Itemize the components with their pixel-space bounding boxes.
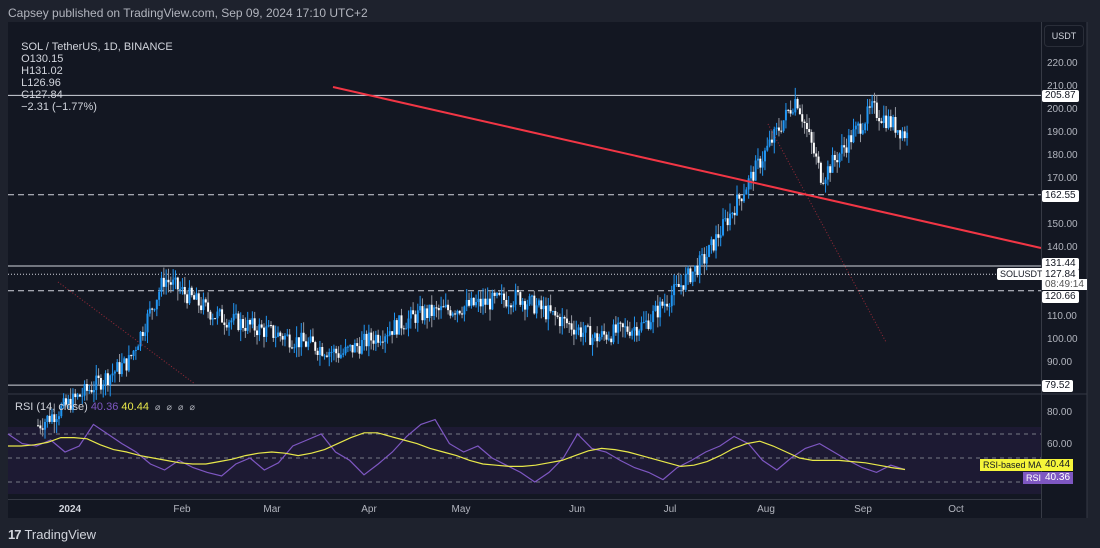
- rsi-ma-axis-value: 40.44: [1042, 459, 1074, 471]
- legend-high: H131.02: [21, 65, 63, 77]
- legend-symbol[interactable]: SOL / TetherUS, 1D, BINANCE: [21, 41, 173, 53]
- price-tick: 190.00: [1047, 127, 1078, 138]
- tradingview-logo-icon: 17: [8, 527, 22, 542]
- level-label-205: 205.87: [1042, 90, 1079, 102]
- publisher-caption: Capsey published on TradingView.com, Sep…: [8, 6, 368, 20]
- time-tick: Aug: [757, 504, 775, 515]
- symbol-tag: SOLUSDT: [997, 268, 1046, 280]
- time-tick: Jul: [663, 504, 677, 515]
- legend-change: −2.31 (−1.77%): [21, 101, 97, 113]
- rsi-legend-value: 40.36: [90, 401, 119, 413]
- rsi-legend: RSI (14, close) 40.36 40.44 ⌀ ⌀ ⌀ ⌀: [15, 401, 195, 413]
- time-tick: Jun: [568, 504, 586, 515]
- tradingview-footer: 17 TradingView: [8, 527, 96, 542]
- legend-low: L126.96: [21, 77, 61, 89]
- legend-open: O130.15: [21, 53, 64, 65]
- na-icon: ⌀: [189, 402, 195, 412]
- price-tick: 180.00: [1047, 150, 1078, 161]
- time-tick: Oct: [948, 504, 964, 515]
- time-tick: Apr: [361, 504, 377, 515]
- time-axis[interactable]: 2024 Feb Mar Apr May Jun Jul Aug Sep Oct: [8, 499, 1041, 518]
- level-label-120: 120.66: [1042, 291, 1079, 303]
- price-tick: 90.00: [1047, 357, 1073, 368]
- price-tick: 210.00: [1047, 81, 1078, 92]
- price-tick: 220.00: [1047, 58, 1078, 69]
- price-tick: 170.00: [1047, 173, 1078, 184]
- price-tick: 100.00: [1047, 334, 1078, 345]
- price-tick: 140.00: [1047, 242, 1078, 253]
- rsi-tick: 60.00: [1047, 439, 1073, 450]
- price-tick: 200.00: [1047, 104, 1078, 115]
- price-tick: 110.00: [1047, 311, 1077, 322]
- na-icon: ⌀: [177, 402, 184, 412]
- level-label-162: 162.55: [1042, 190, 1079, 202]
- na-icon: ⌀: [155, 402, 161, 412]
- rsi-axis-value: 40.36: [1042, 472, 1074, 484]
- level-label-79: 79.52: [1042, 380, 1074, 392]
- rsi-tag: RSI: [1023, 472, 1045, 484]
- time-tick: 2024: [58, 504, 82, 515]
- time-tick: Feb: [173, 504, 191, 515]
- currency-unit-button[interactable]: USDT: [1044, 25, 1084, 47]
- level-label-131: 131.44: [1042, 258, 1079, 270]
- time-tick: Mar: [263, 504, 281, 515]
- symbol-legend: SOL / TetherUS, 1D, BINANCE O130.15 H131…: [15, 29, 179, 113]
- rsi-tick: 80.00: [1047, 407, 1073, 418]
- current-price-label: 127.84: [1042, 269, 1079, 281]
- legend-close: C127.84: [21, 89, 63, 101]
- na-icon: ⌀: [166, 402, 172, 412]
- brand-name: TradingView: [24, 527, 97, 542]
- time-tick: May: [451, 504, 471, 515]
- price-tick: 150.00: [1047, 219, 1078, 230]
- rsi-ma-legend-value: 40.44: [121, 401, 149, 413]
- rsi-title[interactable]: RSI (14, close): [15, 401, 88, 413]
- bar-countdown: 08:49:14: [1042, 279, 1087, 290]
- rsi-ma-tag: RSI-based MA: [980, 459, 1045, 471]
- time-tick: Sep: [854, 504, 872, 515]
